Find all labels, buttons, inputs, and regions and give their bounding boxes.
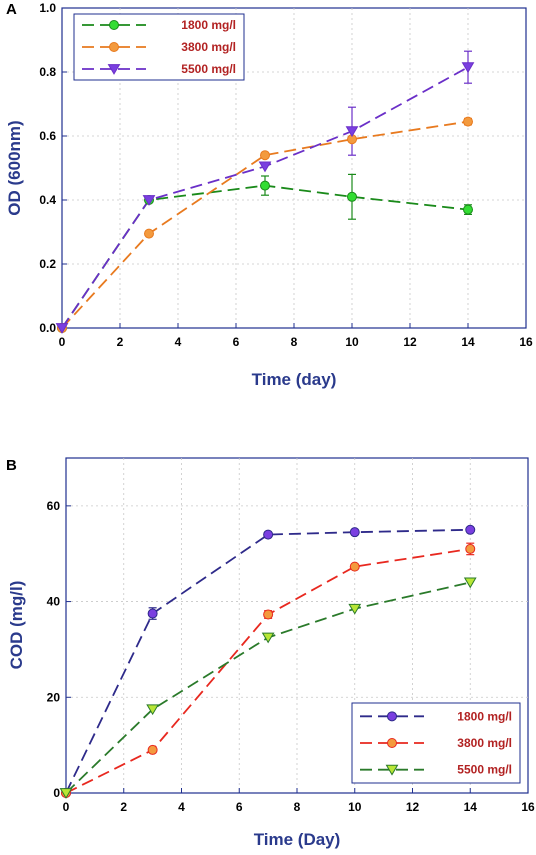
y-tick-label-b: 0 [53,786,60,800]
data-point-b-1 [349,527,360,538]
x-tick-label-b: 8 [294,800,301,814]
x-tick-label-b: 4 [178,800,185,814]
y-tick-label-b: 60 [47,499,61,513]
x-tick-label-b: 6 [236,800,243,814]
data-point-b-1 [263,529,274,540]
x-tick-label-b: 2 [120,800,127,814]
data-point-a-3 [461,62,475,74]
x-tick-label-a: 12 [403,335,417,349]
legend-marker-a-1 [109,20,119,30]
axis-ticks-b: 0 2 4 6 8 10 12 14 16 0 20 40 60 [47,499,535,814]
legend-marker-b-2 [387,738,397,748]
series-line-b-1 [65,528,471,794]
x-tick-label-a: 4 [175,335,182,349]
x-tick-label-b: 12 [406,800,420,814]
data-point-b-1 [465,524,476,535]
y-axis-title-b: COD (mg/l) [7,581,26,670]
axis-ticks-a: 0 2 4 6 8 10 12 14 16 0.0 0.2 0.4 0.6 0.8 1.0 [39,1,533,349]
x-tick-label-a: 8 [291,335,298,349]
data-point-a-2 [463,116,473,127]
data-point-b-1 [147,608,158,619]
gridlines-a [62,8,526,328]
data-point-a-1 [347,191,357,202]
legend-label-a-1: 1800 mg/l [181,18,236,32]
x-tick-label-a: 0 [59,335,66,349]
data-point-b-3 [59,788,73,799]
data-point-b-2 [465,543,476,554]
x-tick-label-a: 6 [233,335,240,349]
x-tick-label-a: 2 [117,335,124,349]
legend-marker-b-3 [385,764,399,776]
legend-label-a-3: 5500 mg/l [181,62,236,76]
legend-label-a-2: 3800 mg/l [181,40,236,54]
x-tick-label-b: 16 [521,800,535,814]
y-tick-label-a: 0.8 [39,65,56,79]
data-point-b-3 [261,632,275,644]
x-axis-title-b: Time (Day) [254,830,341,849]
legend-marker-a-2 [109,42,119,52]
data-point-b-2 [147,744,158,755]
data-point-a-3 [345,126,359,138]
y-tick-label-b: 40 [47,595,61,609]
panel-a-letter: A [6,1,17,18]
data-point-b-2 [349,561,360,572]
x-tick-label-a: 16 [519,335,533,349]
chart-panel-a: A 0 2 4 6 8 10 12 14 16 0.0 0.2 0.4 0.6 0.8 1.0 1800 m… [5,1,533,389]
y-tick-label-a: 0.2 [39,257,56,271]
legend-label-b-2: 3800 mg/l [457,736,512,750]
legend-marker-a-3 [107,64,121,75]
data-point-a-1 [260,180,270,191]
data-point-b-3 [146,704,159,716]
data-point-a-1 [463,204,473,215]
y-tick-label-b: 20 [47,690,61,704]
legend-label-b-1: 1800 mg/l [457,709,512,723]
y-tick-label-a: 0.0 [39,321,56,335]
y-tick-label-a: 0.4 [39,193,56,207]
gridlines-b [66,458,528,793]
data-point-a-3 [55,323,69,334]
data-point-b-3 [463,577,477,589]
x-tick-label-a: 10 [345,335,359,349]
legend-label-b-3: 5500 mg/l [457,763,512,777]
data-point-a-3 [142,195,156,206]
legend-b: 1800 mg/l 3800 mg/l 5500 mg/l [351,702,521,784]
data-point-b-2 [263,609,274,620]
x-tick-label-b: 10 [348,800,362,814]
y-axis-title-a: OD (600nm) [5,120,24,215]
legend-a: 1800 mg/l 3800 mg/l 5500 mg/l [73,13,245,81]
legend-marker-b-1 [387,711,397,722]
x-tick-label-a: 14 [461,335,475,349]
x-tick-label-b: 14 [464,800,478,814]
y-tick-label-a: 0.6 [39,129,56,143]
data-point-a-3 [258,161,272,173]
y-tick-label-a: 1.0 [39,1,56,15]
panel-b-letter: B [6,457,17,474]
data-point-b-3 [348,603,362,615]
data-markers-b [59,524,477,799]
data-point-a-2 [144,228,154,239]
x-tick-label-b: 0 [63,800,70,814]
x-axis-title-a: Time (day) [252,370,337,389]
chart-panel-b: B 0 2 4 6 8 10 12 14 16 0 20 40 60 1800 mg/l 3800 mg/… [6,457,535,849]
data-point-a-2 [260,150,270,161]
data-markers-a [55,62,475,334]
